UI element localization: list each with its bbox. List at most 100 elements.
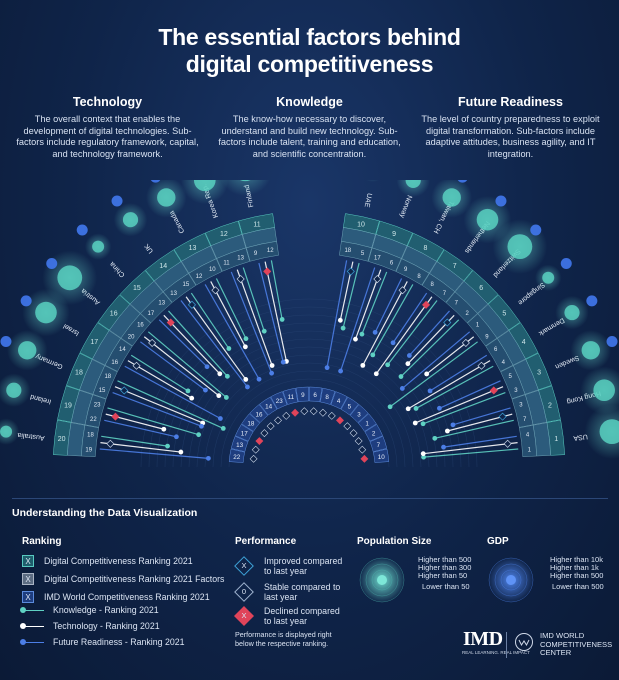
imd-performance-diamond (291, 408, 300, 417)
ranking-stick (429, 354, 488, 392)
logo-divider (506, 632, 507, 658)
ranking-stick (415, 386, 504, 424)
ranking-stick (392, 292, 428, 344)
country-label: Ireland (29, 393, 52, 405)
factor-rank-label: 18 (87, 432, 94, 438)
dc-rank-label: 2 (548, 402, 552, 409)
radial-ranking-chart: 201918Australia192223Ireland181518German… (0, 180, 619, 468)
legend-label: Technology - Ranking 2021 (53, 621, 160, 631)
legend-label: Stable compared to last year (264, 582, 341, 602)
ranking-heading: Ranking (22, 536, 62, 547)
gdp-bubble (46, 258, 58, 270)
factor-rank-cell-inner (368, 247, 402, 272)
performance-diamond (236, 275, 245, 284)
ranking-stick (361, 271, 388, 335)
ranking-dot (432, 435, 438, 441)
dc-rank-label: 19 (64, 402, 72, 409)
imd-rank-cell (364, 424, 383, 442)
legend-panel (12, 498, 608, 673)
legend-title: Understanding the Data Visualization (12, 507, 198, 519)
population-size-legend-icon (359, 557, 405, 603)
grid-ring (140, 298, 478, 468)
factor-rank-label: 13 (170, 291, 177, 297)
population-bubble (564, 304, 580, 321)
imd-rank-cell (340, 396, 359, 416)
imd-rank-cell (330, 391, 348, 410)
imd-rank-label: 7 (377, 442, 381, 449)
imd-rank-cell (357, 413, 377, 432)
dc-rank-label: 13 (189, 245, 197, 252)
factor-rank-label: 4 (526, 432, 530, 438)
imd-performance-diamond (251, 445, 260, 454)
ranking-dot (340, 325, 346, 331)
imd-performance-diamond (358, 445, 367, 454)
knowledge-text: The know-how necessary to discover, unde… (218, 114, 401, 159)
factor-rank-label: 13 (158, 301, 165, 307)
legend-label: Declined compared to last year (264, 606, 340, 626)
factor-rank-label: 9 (254, 251, 258, 257)
ranking-stick (415, 365, 494, 409)
imd-rank-cell (228, 448, 245, 463)
population-bubble (442, 188, 461, 207)
ranking-dot (353, 336, 358, 342)
imd-rank-cell (270, 391, 288, 410)
legend-label: Future Readiness - Ranking 2021 (53, 637, 185, 647)
ranking-dot (399, 386, 405, 391)
grid-ring (172, 330, 446, 468)
gdp-bubble (0, 335, 12, 347)
future-readiness-heading: Future Readiness (458, 95, 563, 109)
imd-rank-cell (369, 435, 388, 452)
legend-label: Knowledge - Ranking 2021 (53, 605, 159, 615)
knowledge-line-icon (18, 606, 44, 614)
country-label: Finland (244, 184, 256, 208)
gdp-label: Higher than 500 (550, 571, 604, 580)
performance-diamond (166, 318, 175, 327)
grid-ring (156, 314, 462, 468)
gdp-bubble (530, 224, 542, 236)
factor-rank-label: 12 (196, 274, 203, 280)
ranking-dot (441, 444, 446, 450)
ranking-dot (199, 423, 204, 429)
legend-imd-ranking: X IMD World Competitiveness Ranking 2021 (22, 591, 210, 603)
factor-rank-label: 19 (85, 447, 92, 453)
factor-rank-cell-inner (467, 313, 498, 347)
imd-rank-cell (241, 413, 261, 432)
performance-note: Performance is displayed right below the… (235, 630, 332, 648)
ranking-stick (374, 278, 403, 333)
factor-rank-label: 7 (455, 301, 459, 307)
imd-performance-diamond (255, 437, 264, 446)
population-bubble (593, 379, 615, 402)
population-bubble (240, 180, 251, 182)
imd-performance-diamond (318, 408, 327, 417)
ranking-stick (270, 260, 283, 320)
dc-rank-label: 4 (522, 339, 526, 346)
ranking-dot (205, 455, 211, 461)
dc-rank-label: 18 (75, 370, 83, 377)
performance-diamond (211, 286, 220, 295)
ranking-dot (337, 317, 343, 323)
legend-technology: Technology - Ranking 2021 (18, 621, 160, 631)
ranking-dot (203, 387, 208, 393)
population-heading: Population Size (357, 536, 432, 547)
ranking-dot (387, 404, 393, 410)
factor-rank-label: 7 (523, 417, 527, 423)
legend-stable: 0 Stable compared to last year (234, 582, 347, 602)
imd-rank-label: 18 (247, 420, 255, 427)
imd-rank-label: 16 (256, 411, 264, 418)
imd-rank-label: 1 (365, 420, 369, 427)
ranking-stick (112, 392, 202, 427)
factor-rank-cell-inner (339, 241, 372, 262)
performance-diamond (498, 412, 507, 421)
grid-ring (212, 370, 406, 468)
factor-rank-label: 4 (502, 360, 506, 366)
legend-knowledge: Knowledge - Ranking 2021 (18, 605, 159, 615)
country-label: Australia (17, 431, 45, 441)
ranking-dot (256, 376, 262, 382)
ranking-stick (439, 380, 501, 409)
performance-diamond (132, 361, 141, 370)
imd-rank-cell (249, 404, 269, 423)
ranking-stick (400, 319, 460, 377)
gdp-legend-icon (488, 557, 534, 603)
technology-text: The overall context that enables the dev… (16, 114, 199, 159)
dc-ranking-icon: X (22, 555, 34, 567)
